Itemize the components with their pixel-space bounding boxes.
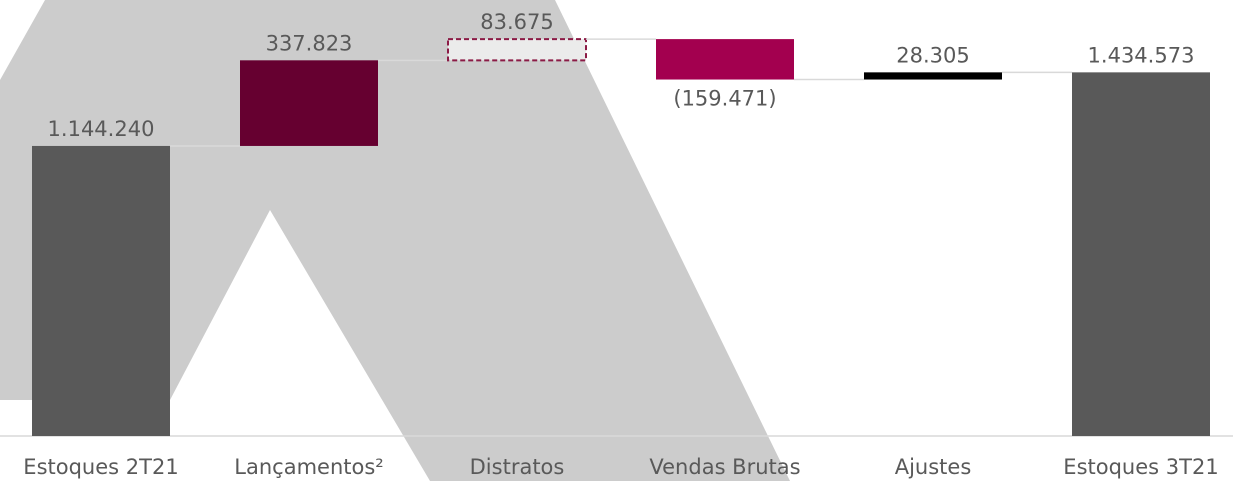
bar [864, 72, 1002, 80]
value-label: 1.144.240 [48, 117, 155, 141]
bar [32, 145, 170, 436]
bar [240, 60, 378, 146]
bar [447, 38, 587, 62]
value-label: 83.675 [480, 10, 553, 34]
x-tick-label: Lançamentos² [234, 455, 383, 479]
value-label: (159.471) [673, 87, 776, 111]
bar [656, 39, 794, 80]
value-label: 337.823 [266, 31, 353, 55]
x-tick-label: Distratos [470, 455, 565, 479]
x-tick-label: Estoques 3T21 [1063, 455, 1218, 479]
x-tick-label: Estoques 2T21 [23, 455, 178, 479]
value-label: 1.434.573 [1088, 43, 1195, 67]
x-tick-label: Vendas Brutas [649, 455, 800, 479]
value-label: 28.305 [896, 43, 969, 67]
x-tick-label: Ajustes [895, 455, 972, 479]
bar [1072, 72, 1210, 437]
background-logo [0, 0, 790, 481]
